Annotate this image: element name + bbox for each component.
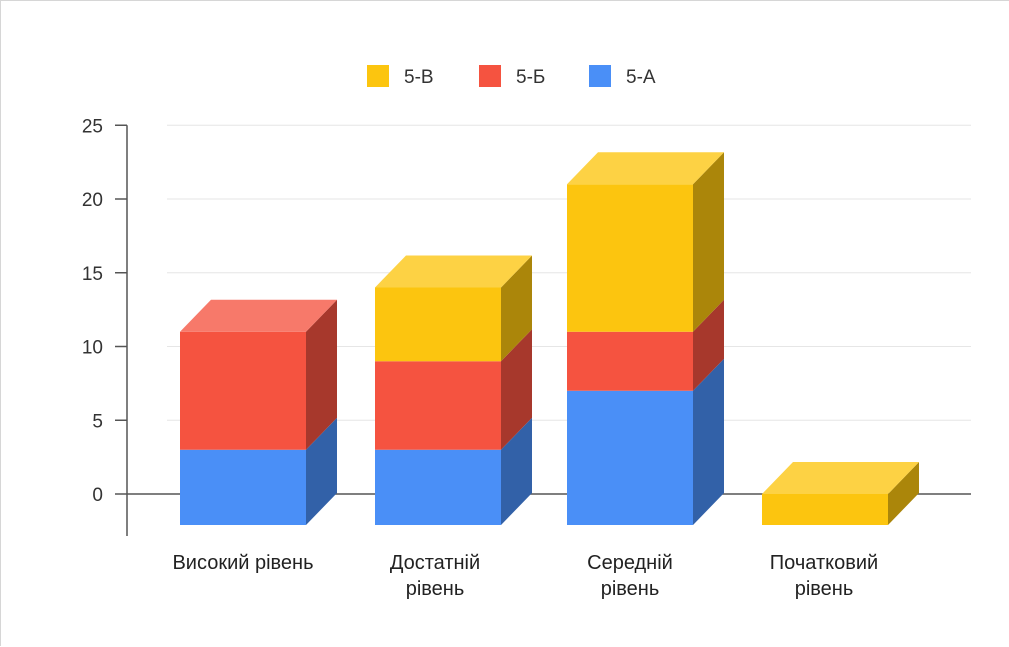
bar-segment: [375, 449, 501, 525]
legend-label: 5-В: [404, 67, 434, 88]
x-category-label: рівень: [601, 578, 660, 600]
bar-side-face: [693, 152, 724, 332]
bar-segment: [762, 494, 888, 525]
bar-segment: [375, 361, 501, 450]
bar-side-face: [306, 417, 337, 525]
bar-side-face: [501, 255, 532, 362]
x-category-label: Високий рівень: [172, 552, 313, 574]
x-category-label: Достатній: [390, 552, 480, 574]
legend-label: 5-А: [626, 67, 656, 88]
x-category-label: Середній: [587, 552, 673, 574]
y-tick-label: 15: [82, 264, 103, 285]
legend-label: 5-Б: [516, 67, 545, 88]
x-category-label: рівень: [406, 578, 465, 600]
legend-swatch: [367, 65, 389, 87]
y-tick-label: 10: [82, 338, 103, 359]
bar-top-face: [375, 255, 532, 288]
y-tick-label: 25: [82, 116, 103, 137]
bar-segment: [567, 184, 693, 332]
bar-side-face: [306, 299, 337, 450]
x-category-label: Початковий: [770, 552, 878, 574]
bar-segment: [567, 390, 693, 525]
bar-segment: [180, 331, 306, 450]
x-category-label: рівень: [795, 578, 854, 600]
bar-segment: [375, 287, 501, 362]
legend-swatch: [589, 65, 611, 87]
bar-side-face: [888, 462, 919, 525]
bar-top-face: [180, 299, 337, 332]
y-tick-label: 20: [82, 190, 103, 211]
y-tick-label: 5: [92, 411, 103, 432]
y-tick-label: 0: [92, 485, 103, 506]
bar-segment: [567, 331, 693, 391]
bar-side-face: [501, 417, 532, 525]
bar-side-face: [693, 299, 724, 391]
bar-side-face: [501, 329, 532, 450]
legend-swatch: [479, 65, 501, 87]
bar-top-face: [762, 462, 919, 494]
bar-top-face: [567, 152, 724, 185]
bar-side-face: [693, 358, 724, 525]
bar-segment: [180, 449, 306, 525]
